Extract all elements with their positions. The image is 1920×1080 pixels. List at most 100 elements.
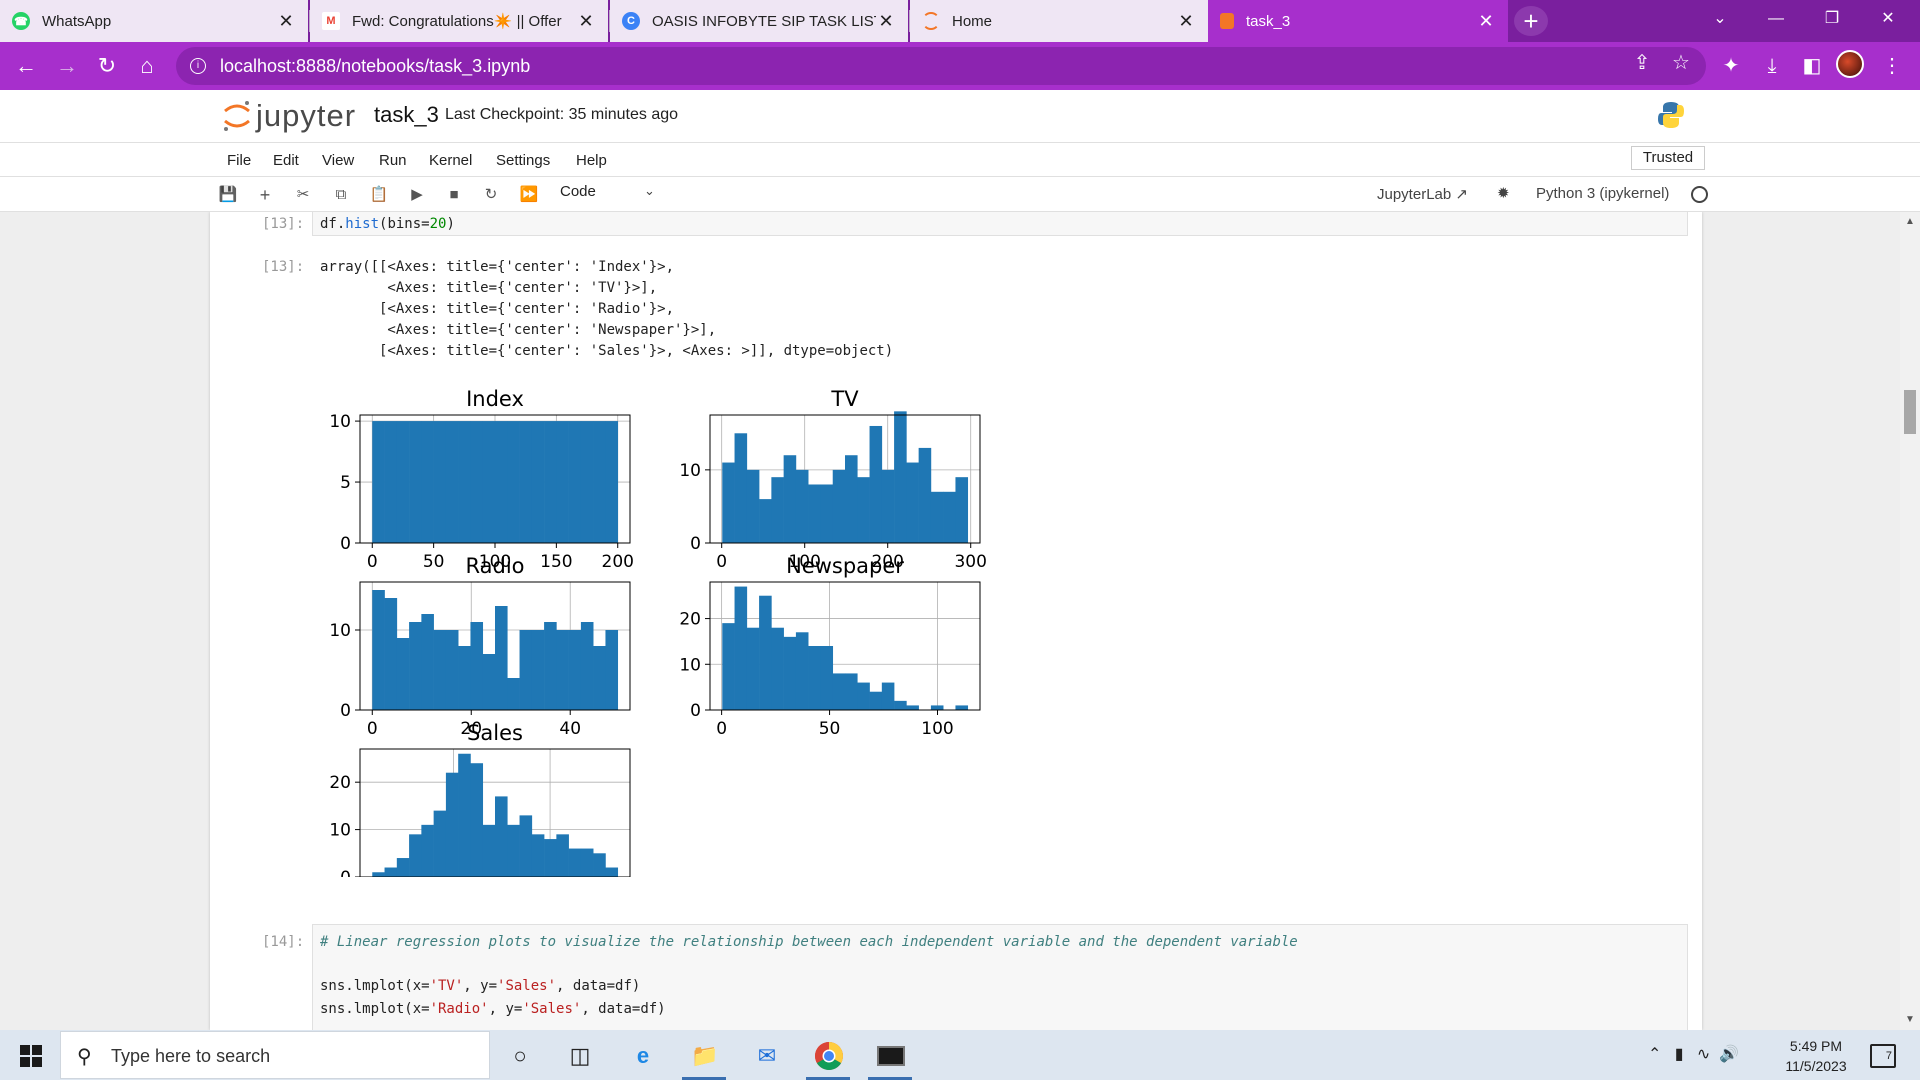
menu-settings[interactable]: Settings <box>496 152 551 169</box>
tab-oasis[interactable]: C OASIS INFOBYTE SIP TASK LIST ✕ <box>610 0 908 42</box>
fast-forward-icon[interactable]: ⏩ <box>519 186 539 203</box>
side-panel-icon[interactable]: ◧ <box>1802 55 1822 77</box>
home-icon[interactable]: ⌂ <box>140 53 154 78</box>
volume-icon[interactable]: 🔊 <box>1719 1046 1740 1063</box>
histogram-bar-newspaper <box>722 623 735 710</box>
chrome-logo <box>815 1042 843 1070</box>
mail-icon[interactable]: ✉ <box>757 1043 777 1068</box>
run-icon[interactable]: ▶ <box>411 186 423 203</box>
scrollbar-thumb[interactable] <box>1904 390 1916 434</box>
minimize-icon[interactable]: — <box>1768 10 1784 27</box>
forward-icon[interactable]: → <box>56 53 78 78</box>
browser-menu-icon[interactable]: ⋮ <box>1882 55 1902 77</box>
close-icon[interactable]: ✕ <box>578 10 594 31</box>
new-tab-button[interactable]: + <box>1514 6 1548 36</box>
menu-run[interactable]: Run <box>379 152 407 169</box>
window-close-icon[interactable]: ✕ <box>1881 10 1895 27</box>
notification-center-icon[interactable]: 7 <box>1870 1044 1896 1068</box>
paste-icon[interactable]: 📋 <box>369 186 389 203</box>
histogram-bar-sales <box>482 824 496 877</box>
menu-view[interactable]: View <box>322 152 355 169</box>
scroll-up-icon[interactable]: ▲ <box>1905 216 1915 227</box>
cortana-icon[interactable]: ○ <box>513 1043 527 1068</box>
battery-icon[interactable]: ▮ <box>1674 1046 1684 1063</box>
tab-home[interactable]: Home ✕ <box>910 0 1208 42</box>
chrome-icon[interactable] <box>806 1036 852 1076</box>
jupyterlab-link[interactable]: JupyterLab ↗ <box>1377 186 1468 203</box>
menu-help[interactable]: Help <box>576 152 607 169</box>
notebook-title[interactable]: task_3 <box>374 102 439 127</box>
histogram-bar-newspaper <box>759 595 772 710</box>
tab-task-3[interactable]: task_3 ✕ <box>1208 0 1508 42</box>
tab-whatsapp[interactable]: ☎ WhatsApp ✕ <box>0 0 308 42</box>
terminal-icon[interactable] <box>868 1036 914 1076</box>
code-comment[interactable]: # Linear regression plots to visualize t… <box>320 934 1298 950</box>
jupyter-logo[interactable]: jupyter <box>222 98 356 134</box>
share-icon[interactable]: ⇪ <box>1633 52 1651 74</box>
restart-icon[interactable]: ↻ <box>484 186 498 203</box>
wifi-icon[interactable]: ∿ <box>1696 1046 1711 1063</box>
histogram-bar-index <box>445 421 459 543</box>
url-text[interactable]: localhost:8888/notebooks/task_3.ipynb <box>220 55 531 76</box>
tab-gmail[interactable]: M Fwd: Congratulations✴️ || Offer ✕ <box>310 0 608 42</box>
edge-icon[interactable]: e <box>636 1043 650 1068</box>
code-cell-input[interactable] <box>312 212 1688 236</box>
code-line[interactable]: sns.lmplot(x='TV', y='Sales', data=df) <box>320 978 640 994</box>
bookmark-star-icon[interactable]: ☆ <box>1672 52 1690 74</box>
cell-type-select[interactable]: Code <box>560 183 596 200</box>
close-icon[interactable]: ✕ <box>278 10 294 31</box>
close-icon[interactable]: ✕ <box>1478 10 1494 31</box>
debugger-icon[interactable]: ✹ <box>1497 185 1510 202</box>
x-tick-label-index: 200 <box>602 552 634 572</box>
add-cell-icon[interactable]: + <box>259 185 271 205</box>
histogram-bar-index <box>409 421 422 543</box>
back-icon[interactable]: ← <box>15 53 37 78</box>
histogram-bar-radio <box>396 638 410 710</box>
chevron-down-icon[interactable]: ⌄ <box>644 183 655 198</box>
input-prompt: [13]: <box>262 216 305 232</box>
tab-search-icon[interactable]: ⌄ <box>1713 10 1727 27</box>
system-tray[interactable]: ⌃ ▮ ∿ 🔊 <box>1648 1044 1739 1064</box>
histogram-bar-radio <box>568 630 582 710</box>
reload-icon[interactable]: ↻ <box>97 53 117 78</box>
copy-icon[interactable]: ⧉ <box>335 186 347 203</box>
taskbar-search[interactable]: ⚲ Type here to search <box>60 1031 490 1079</box>
cut-icon[interactable]: ✂ <box>296 186 310 203</box>
trusted-indicator[interactable]: Trusted <box>1631 146 1705 170</box>
kernel-name[interactable]: Python 3 (ipykernel) <box>1536 185 1670 202</box>
windows-start-icon[interactable] <box>20 1045 42 1067</box>
file-explorer-icon[interactable]: 📁 <box>691 1043 719 1068</box>
code-cell-input[interactable] <box>312 924 1688 1030</box>
stop-icon[interactable]: ■ <box>449 186 459 203</box>
task-view-icon[interactable]: ◫ <box>569 1043 591 1068</box>
code-line[interactable]: sns.lmplot(x='Radio', y='Sales', data=df… <box>320 1001 666 1017</box>
gmail-icon: M <box>322 12 340 30</box>
restore-icon[interactable]: ❐ <box>1824 10 1840 27</box>
avatar[interactable] <box>1836 50 1864 78</box>
code-line[interactable]: df.hist(bins=20) <box>320 216 455 232</box>
tray-chevron-icon[interactable]: ⌃ <box>1648 1046 1662 1063</box>
menu-file[interactable]: File <box>227 152 252 169</box>
site-info-icon[interactable]: i <box>190 58 206 74</box>
code-token: sns.lmplot(x= <box>320 1001 430 1017</box>
jupyter-wordmark: jupyter <box>256 98 357 133</box>
last-checkpoint: Last Checkpoint: 35 minutes ago <box>445 106 679 123</box>
close-icon[interactable]: ✕ <box>1178 10 1194 31</box>
page-scrollbar[interactable] <box>1900 212 1920 1030</box>
address-bar[interactable]: i localhost:8888/notebooks/task_3.ipynb <box>176 47 1706 85</box>
clock[interactable]: 5:49 PM 11/5/2023 <box>1776 1036 1856 1076</box>
y-tick-label-index: 10 <box>329 412 351 432</box>
histogram-bar-sales <box>495 796 508 877</box>
histogram-bar-radio <box>556 630 569 710</box>
menu-kernel[interactable]: Kernel <box>429 152 473 169</box>
close-icon[interactable]: ✕ <box>878 10 894 31</box>
clock-date: 11/5/2023 <box>1785 1058 1847 1074</box>
jupyter-header <box>0 90 1920 142</box>
scroll-down-icon[interactable]: ▼ <box>1905 1014 1915 1025</box>
download-icon[interactable]: ⤓ <box>1767 55 1777 77</box>
extensions-icon[interactable]: ✦ <box>1722 55 1740 77</box>
menu-edit[interactable]: Edit <box>273 152 299 169</box>
jupyterlab-link-label[interactable]: JupyterLab <box>1377 186 1452 203</box>
save-icon[interactable]: 💾 <box>218 186 238 203</box>
